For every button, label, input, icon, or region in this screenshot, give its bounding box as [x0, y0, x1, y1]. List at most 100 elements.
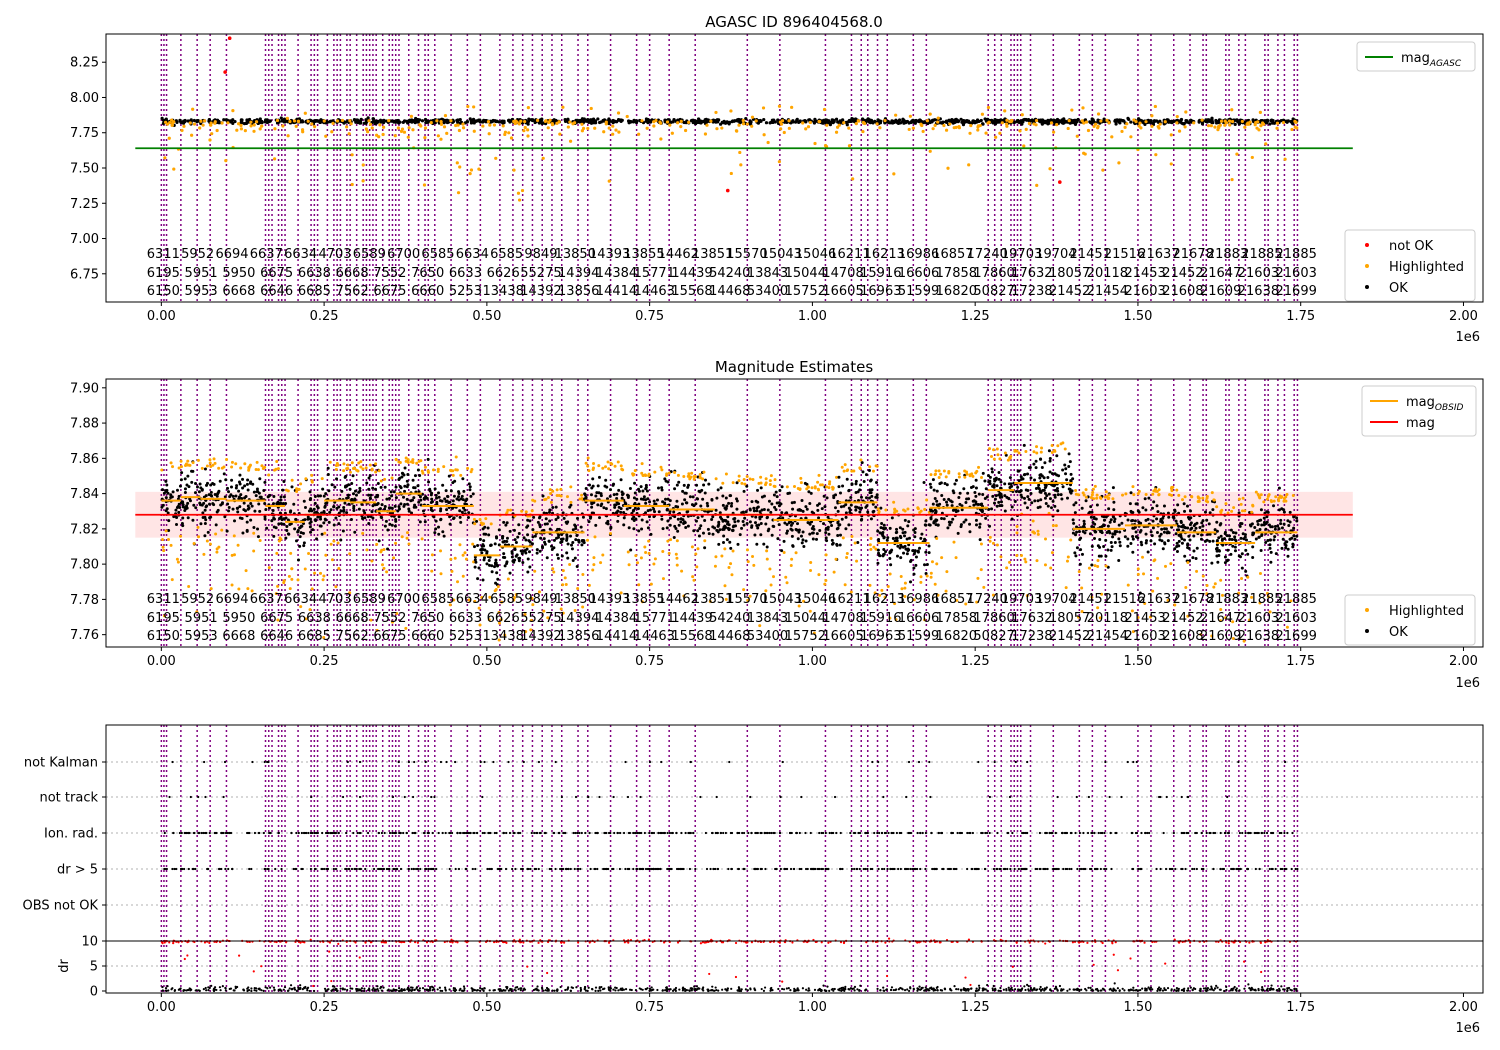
- highlighted-point: [816, 480, 820, 484]
- ok-point: [510, 555, 514, 559]
- ok-point: [1019, 493, 1023, 497]
- ok-point: [417, 490, 421, 494]
- highlighted-point: [423, 136, 427, 140]
- ok-point: [767, 527, 771, 531]
- ok-point: [403, 489, 407, 493]
- ok-point: [548, 527, 552, 531]
- ok-point: [738, 120, 743, 124]
- ok-point: [1093, 529, 1097, 533]
- ok-point: [1047, 449, 1051, 453]
- x-tick-label: 1.75: [1286, 309, 1315, 324]
- highlighted-point: [472, 560, 476, 564]
- ok-point: [495, 571, 499, 575]
- highlighted-point: [531, 603, 535, 607]
- ok-point: [859, 495, 863, 499]
- highlighted-point: [1096, 564, 1100, 568]
- highlighted-point: [1247, 122, 1251, 126]
- obsid-label: 13855: [623, 247, 664, 262]
- ok-point: [402, 504, 406, 508]
- ok-point: [512, 528, 516, 532]
- highlighted-point: [1154, 153, 1158, 157]
- highlighted-point: [948, 122, 952, 126]
- ok-point: [914, 563, 918, 567]
- ok-point: [368, 474, 372, 478]
- highlighted-point: [750, 115, 755, 119]
- ok-point: [309, 520, 313, 524]
- ok-point: [830, 524, 834, 528]
- highlighted-point: [1283, 157, 1287, 161]
- highlighted-point: [1275, 126, 1279, 130]
- ok-point: [1106, 548, 1110, 552]
- ok-point: [293, 527, 297, 531]
- highlighted-point: [925, 498, 929, 502]
- ok-point: [1143, 497, 1147, 501]
- obsid-label: 7650: [411, 266, 444, 281]
- ok-point: [344, 484, 348, 488]
- highlighted-point: [787, 119, 791, 123]
- ok-point: [582, 541, 586, 545]
- ok-point: [598, 120, 602, 125]
- highlighted-point: [868, 543, 872, 547]
- ok-point: [1144, 532, 1148, 536]
- highlighted-point: [420, 469, 424, 473]
- highlighted-point: [592, 462, 596, 466]
- ok-point: [1131, 519, 1135, 523]
- ok-point: [702, 119, 706, 124]
- highlighted-point: [1010, 118, 1014, 123]
- ok-point: [257, 491, 261, 495]
- ok-point: [1092, 536, 1096, 540]
- highlighted-point: [232, 553, 236, 557]
- obsid-label: 14393: [589, 247, 630, 262]
- ok-point: [718, 515, 722, 519]
- ok-point: [502, 520, 506, 524]
- ok-point: [848, 508, 852, 512]
- highlighted-point: [296, 119, 301, 123]
- ok-point: [725, 504, 729, 508]
- highlighted-point: [692, 477, 696, 481]
- highlighted-point: [287, 574, 291, 578]
- ok-point: [718, 528, 722, 532]
- ok-point: [474, 119, 479, 123]
- highlighted-point: [170, 578, 174, 582]
- ok-point: [462, 506, 466, 510]
- ok-point: [903, 518, 907, 522]
- ok-point: [547, 539, 551, 543]
- highlighted-point: [1175, 121, 1179, 125]
- highlighted-point: [980, 476, 984, 480]
- ok-point: [1071, 477, 1075, 481]
- highlighted-point: [439, 572, 443, 576]
- highlighted-point: [883, 595, 887, 599]
- ok-point: [544, 517, 548, 521]
- ok-point: [397, 507, 401, 511]
- highlighted-point: [356, 469, 360, 473]
- highlighted-point: [380, 563, 384, 567]
- ok-point: [634, 121, 639, 125]
- ok-point: [864, 496, 868, 500]
- ok-point: [536, 520, 540, 524]
- ok-point: [681, 518, 685, 522]
- ok-point: [481, 578, 485, 582]
- highlighted-point: [273, 127, 277, 131]
- ok-point: [698, 490, 702, 494]
- ok-point: [374, 487, 378, 491]
- ok-point: [698, 527, 702, 531]
- highlighted-point: [348, 470, 352, 474]
- highlighted-point: [580, 122, 584, 126]
- ok-point: [983, 117, 987, 121]
- ok-point: [813, 117, 817, 121]
- ok-point: [416, 468, 420, 472]
- highlighted-point: [764, 477, 768, 481]
- ok-point: [237, 497, 241, 501]
- ok-point: [323, 517, 327, 521]
- ok-point: [965, 119, 969, 123]
- obsid-label: 15043: [761, 247, 802, 262]
- ok-point: [496, 563, 500, 567]
- highlighted-point: [249, 120, 253, 124]
- ok-point: [616, 118, 621, 122]
- ok-point: [928, 482, 932, 486]
- ok-point: [785, 531, 789, 535]
- ok-point: [632, 508, 636, 512]
- highlighted-point: [936, 116, 940, 120]
- ok-point: [165, 483, 169, 487]
